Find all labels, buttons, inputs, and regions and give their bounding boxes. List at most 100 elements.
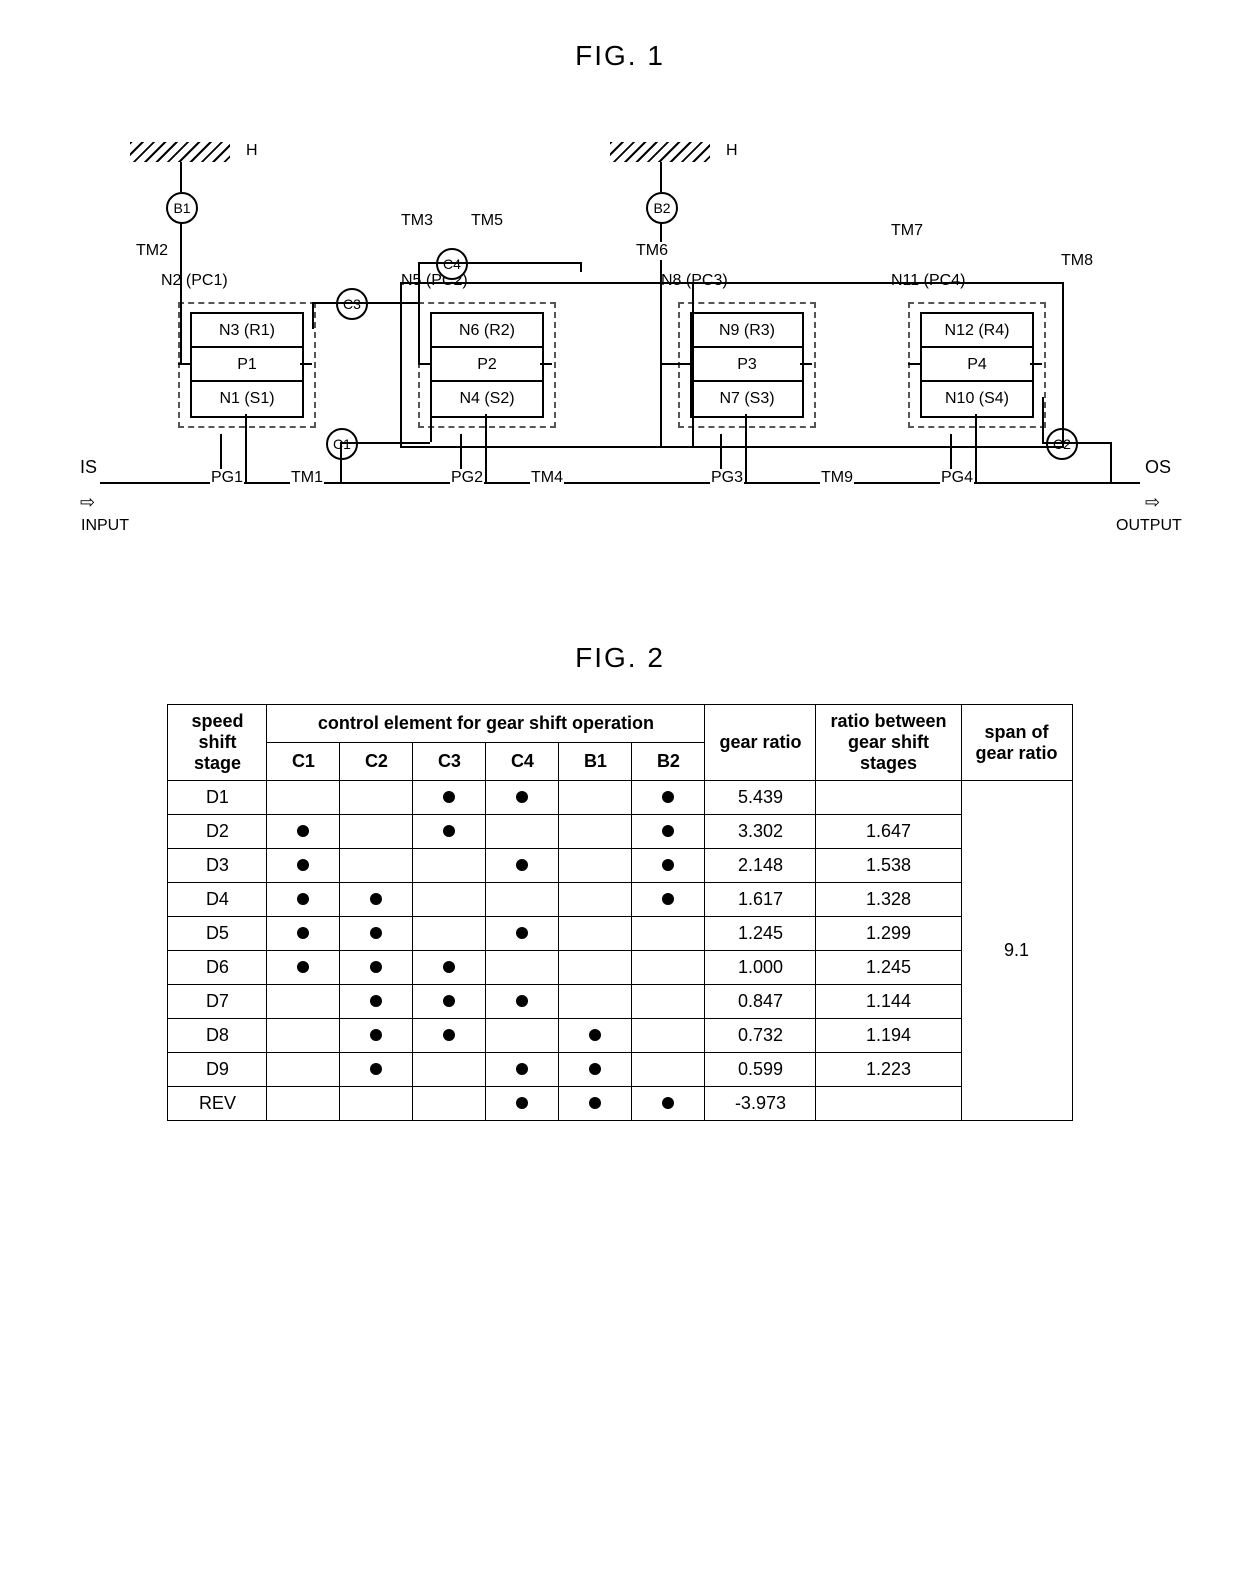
fig1-title: FIG. 1 bbox=[20, 40, 1220, 72]
dot-icon bbox=[297, 961, 309, 973]
cell-mark bbox=[267, 815, 340, 849]
pg-label-PG1: PG1 bbox=[210, 469, 244, 487]
cell-mark bbox=[267, 781, 340, 815]
clutch-C4: C4 bbox=[436, 248, 468, 280]
hdr-stage: speedshiftstage bbox=[168, 705, 267, 781]
cell-mark bbox=[559, 815, 632, 849]
dot-icon bbox=[589, 1029, 601, 1041]
dot-icon bbox=[370, 1029, 382, 1041]
pg-line-PG1 bbox=[220, 434, 222, 469]
cell-mark bbox=[340, 951, 413, 985]
cell-mark bbox=[413, 985, 486, 1019]
pc-label-PG1: N2 (PC1) bbox=[160, 272, 229, 290]
dot-icon bbox=[516, 1063, 528, 1075]
table-row: D41.6171.328 bbox=[168, 883, 1072, 917]
brake-line1-B1 bbox=[180, 162, 182, 192]
cl-v1-C3 bbox=[312, 302, 314, 329]
tm-TM2: TM2 bbox=[135, 242, 169, 260]
dot-icon bbox=[662, 893, 674, 905]
cell-mark bbox=[340, 849, 413, 883]
cell-stage: D7 bbox=[168, 985, 267, 1019]
hdr-C2: C2 bbox=[340, 743, 413, 781]
main-shaft bbox=[100, 482, 1140, 484]
brake-line1-B2 bbox=[660, 162, 662, 192]
cell-mark bbox=[559, 781, 632, 815]
cell-mark bbox=[632, 781, 705, 815]
output-arrow: ⇨ bbox=[1145, 492, 1160, 513]
input-label: INPUT bbox=[80, 517, 130, 535]
cell-mark bbox=[413, 917, 486, 951]
outer-frame-2 bbox=[400, 282, 694, 448]
cell-mark bbox=[632, 917, 705, 951]
tm-TM8: TM8 bbox=[1060, 252, 1094, 270]
cell-mark bbox=[413, 781, 486, 815]
cell-mark bbox=[486, 781, 559, 815]
dot-icon bbox=[370, 961, 382, 973]
cell-step: 1.299 bbox=[816, 917, 961, 951]
cell-mark bbox=[340, 781, 413, 815]
brake-h-B1 bbox=[178, 363, 180, 365]
cell-stage: REV bbox=[168, 1087, 267, 1121]
cell-mark bbox=[340, 917, 413, 951]
brake-B2: B2 bbox=[646, 192, 678, 224]
cell-mark bbox=[559, 883, 632, 917]
ground-label-right: H bbox=[725, 142, 739, 160]
cell-mark bbox=[486, 849, 559, 883]
cell-mark bbox=[413, 815, 486, 849]
pinion-PG1: P1 bbox=[190, 346, 304, 384]
cell-step: 1.328 bbox=[816, 883, 961, 917]
tm-TM1: TM1 bbox=[290, 469, 324, 487]
hdr-gear-ratio: gear ratio bbox=[705, 705, 816, 781]
tm-TM7: TM7 bbox=[890, 222, 924, 240]
dot-icon bbox=[516, 927, 528, 939]
cell-mark bbox=[267, 849, 340, 883]
cl-v2-C2 bbox=[1110, 442, 1112, 482]
cell-ratio: 0.732 bbox=[705, 1019, 816, 1053]
tm-TM3: TM3 bbox=[400, 212, 434, 230]
cell-mark bbox=[559, 917, 632, 951]
cell-mark bbox=[559, 1019, 632, 1053]
dot-icon bbox=[370, 995, 382, 1007]
dot-icon bbox=[370, 1063, 382, 1075]
cell-ratio: 0.847 bbox=[705, 985, 816, 1019]
cell-mark bbox=[486, 815, 559, 849]
cell-mark bbox=[486, 1019, 559, 1053]
cell-mark bbox=[267, 1053, 340, 1087]
dot-icon bbox=[443, 791, 455, 803]
cell-mark bbox=[632, 1019, 705, 1053]
cell-step: 1.223 bbox=[816, 1053, 961, 1087]
dot-icon bbox=[370, 893, 382, 905]
cell-mark bbox=[267, 1087, 340, 1121]
cell-mark bbox=[486, 1053, 559, 1087]
dot-icon bbox=[443, 995, 455, 1007]
cell-mark bbox=[340, 1087, 413, 1121]
cell-mark bbox=[413, 1019, 486, 1053]
cell-stage: D2 bbox=[168, 815, 267, 849]
hdr-control-group: control element for gear shift operation bbox=[267, 705, 705, 743]
cell-mark bbox=[632, 951, 705, 985]
dot-icon bbox=[297, 859, 309, 871]
cell-mark bbox=[267, 951, 340, 985]
pg-label-PG2: PG2 bbox=[450, 469, 484, 487]
cell-mark bbox=[413, 1087, 486, 1121]
clutch-C1: C1 bbox=[326, 428, 358, 460]
cell-ratio: -3.973 bbox=[705, 1087, 816, 1121]
fig2-title: FIG. 2 bbox=[20, 642, 1220, 674]
cl-h2-C2 bbox=[1060, 442, 1110, 444]
hdr-C1: C1 bbox=[267, 743, 340, 781]
ground-right bbox=[610, 142, 710, 162]
cell-mark bbox=[340, 883, 413, 917]
dot-icon bbox=[516, 1097, 528, 1109]
cell-stage: D8 bbox=[168, 1019, 267, 1053]
is-label: IS bbox=[80, 457, 97, 478]
ring-PG1: N3 (R1) bbox=[190, 312, 304, 350]
cell-mark bbox=[340, 815, 413, 849]
output-label: OUTPUT bbox=[1115, 517, 1183, 535]
cell-mark bbox=[486, 1087, 559, 1121]
cell-step: 1.538 bbox=[816, 849, 961, 883]
hdr-B1: B1 bbox=[559, 743, 632, 781]
hdr-step: ratio betweengear shiftstages bbox=[816, 705, 961, 781]
cell-ratio: 3.302 bbox=[705, 815, 816, 849]
cell-mark bbox=[486, 883, 559, 917]
table-row: D23.3021.647 bbox=[168, 815, 1072, 849]
